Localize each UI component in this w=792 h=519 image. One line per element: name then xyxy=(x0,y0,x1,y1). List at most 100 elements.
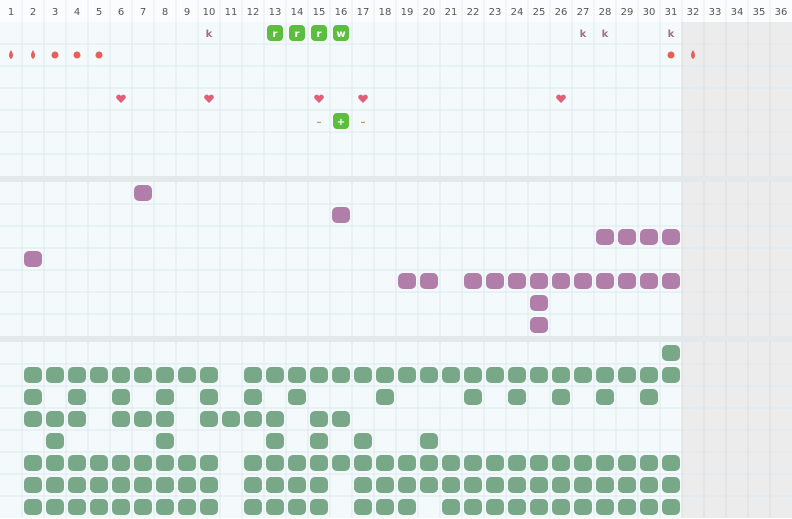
drop xyxy=(31,50,35,59)
dot xyxy=(73,51,81,59)
block xyxy=(332,411,350,427)
block xyxy=(486,455,504,471)
block xyxy=(552,455,570,471)
block xyxy=(596,455,614,471)
block xyxy=(46,455,64,471)
tag-box xyxy=(333,113,349,129)
block xyxy=(200,455,218,471)
drop xyxy=(691,50,695,59)
block xyxy=(244,367,262,383)
heart xyxy=(204,94,214,103)
block xyxy=(420,477,438,493)
block xyxy=(508,499,526,515)
block xyxy=(288,477,306,493)
column-number: 14 xyxy=(291,7,304,18)
heart xyxy=(314,94,324,103)
block xyxy=(178,477,196,493)
block xyxy=(662,229,680,245)
block xyxy=(486,273,504,289)
block xyxy=(266,477,284,493)
block xyxy=(552,389,570,405)
block xyxy=(354,367,372,383)
block xyxy=(552,499,570,515)
block xyxy=(552,367,570,383)
marker: k xyxy=(602,29,609,40)
block xyxy=(420,455,438,471)
block xyxy=(68,477,86,493)
block xyxy=(156,411,174,427)
block xyxy=(596,499,614,515)
column-number: 12 xyxy=(247,7,260,18)
block xyxy=(266,455,284,471)
block xyxy=(398,477,416,493)
block xyxy=(24,411,42,427)
block xyxy=(68,499,86,515)
block xyxy=(596,229,614,245)
block xyxy=(24,367,42,383)
block xyxy=(376,477,394,493)
block xyxy=(508,273,526,289)
block xyxy=(530,477,548,493)
heart xyxy=(116,94,126,103)
block xyxy=(222,411,240,427)
block xyxy=(420,367,438,383)
column-number: 28 xyxy=(599,7,612,18)
column-number: 15 xyxy=(313,7,326,18)
block xyxy=(508,389,526,405)
column-number: 1 xyxy=(8,7,14,18)
block xyxy=(354,499,372,515)
column-number: 2 xyxy=(30,7,36,18)
block xyxy=(156,389,174,405)
tag-box xyxy=(333,25,349,41)
block xyxy=(244,411,262,427)
column-number: 25 xyxy=(533,7,546,18)
block xyxy=(178,499,196,515)
block xyxy=(266,367,284,383)
inactive-bg xyxy=(682,182,792,336)
block xyxy=(46,411,64,427)
column-number: 6 xyxy=(118,7,124,18)
column-number: 27 xyxy=(577,7,590,18)
block xyxy=(112,455,130,471)
block xyxy=(244,499,262,515)
block xyxy=(530,367,548,383)
block xyxy=(574,273,592,289)
block xyxy=(134,455,152,471)
block xyxy=(200,389,218,405)
block xyxy=(266,433,284,449)
block xyxy=(464,477,482,493)
block xyxy=(464,273,482,289)
column-number: 33 xyxy=(709,7,722,18)
block xyxy=(90,499,108,515)
heart xyxy=(556,94,566,103)
block xyxy=(134,477,152,493)
column-number: 26 xyxy=(555,7,568,18)
column-number: 22 xyxy=(467,7,480,18)
block xyxy=(310,367,328,383)
section-bg xyxy=(0,182,682,336)
block xyxy=(464,499,482,515)
block xyxy=(662,273,680,289)
block xyxy=(112,411,130,427)
block xyxy=(178,367,196,383)
block xyxy=(134,499,152,515)
block xyxy=(552,477,570,493)
block xyxy=(332,367,350,383)
block xyxy=(398,499,416,515)
block xyxy=(640,273,658,289)
column-number: 4 xyxy=(74,7,80,18)
block xyxy=(200,499,218,515)
column-number: 34 xyxy=(731,7,744,18)
block xyxy=(68,411,86,427)
block xyxy=(530,273,548,289)
section-bg xyxy=(0,22,682,176)
marker: w xyxy=(336,29,345,40)
block xyxy=(310,411,328,427)
block xyxy=(464,389,482,405)
column-number: 18 xyxy=(379,7,392,18)
block xyxy=(530,295,548,311)
block xyxy=(530,317,548,333)
block xyxy=(266,499,284,515)
block xyxy=(244,389,262,405)
block xyxy=(112,389,130,405)
